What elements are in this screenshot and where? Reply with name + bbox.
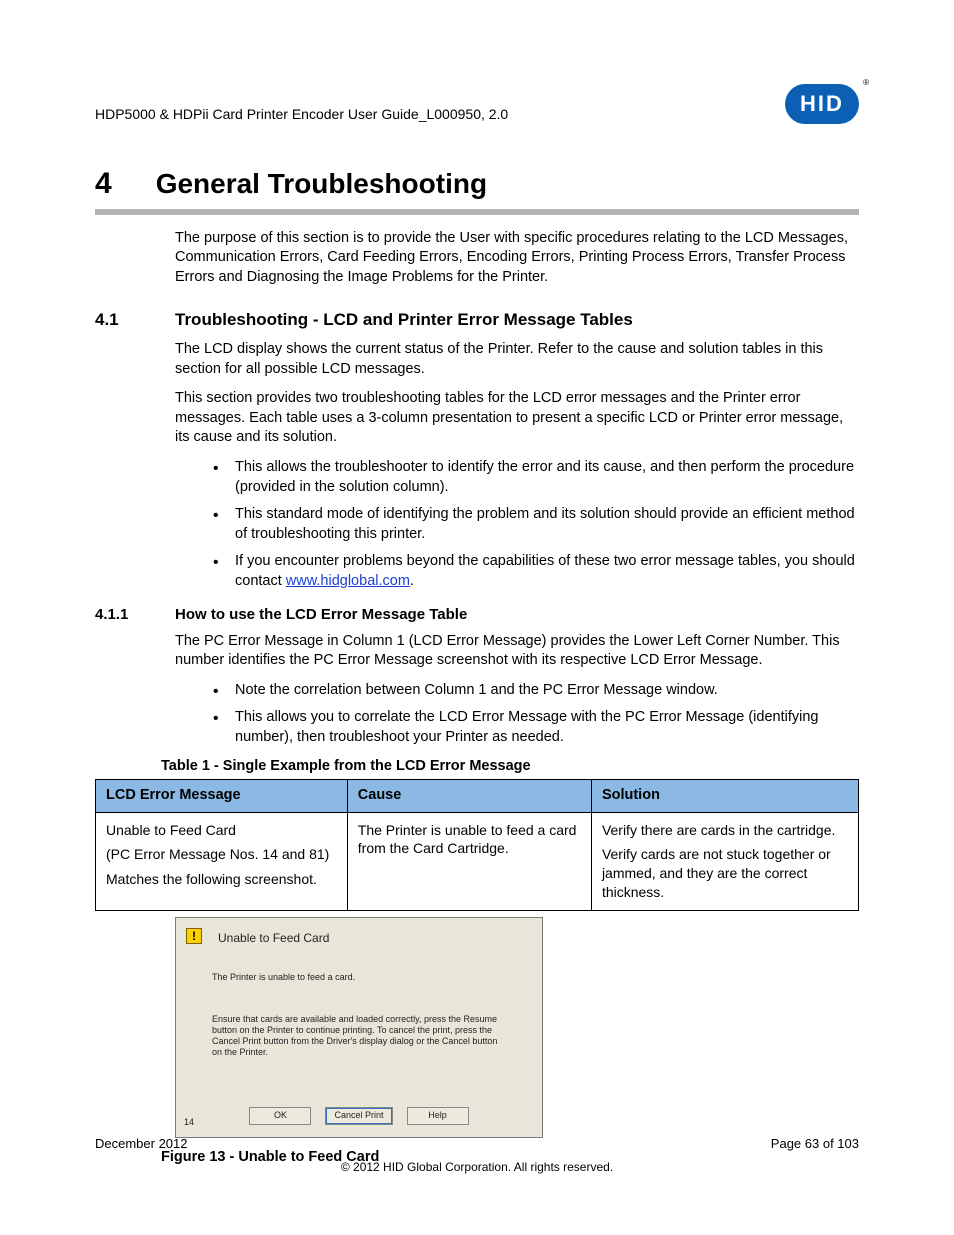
bullet-item: This allows the troubleshooter to identi… [213, 458, 859, 497]
doc-title: HDP5000 & HDPii Card Printer Encoder Use… [95, 105, 508, 124]
page-footer: December 2012 Page 63 of 103 © 2012 HID … [95, 1135, 859, 1175]
bullet-item: This allows you to correlate the LCD Err… [213, 708, 859, 747]
chapter-intro-text: The purpose of this section is to provid… [175, 229, 859, 288]
subsection-number: 4.1.1 [95, 605, 151, 625]
page-content: HDP5000 & HDPii Card Printer Encoder Use… [0, 0, 954, 1207]
error-dialog: ! Unable to Feed Card The Printer is una… [175, 917, 543, 1137]
chapter-number: 4 [95, 164, 112, 205]
solution-line1: Verify there are cards in the cartridge. [602, 821, 848, 840]
table-header-row: LCD Error Message Cause Solution [96, 779, 859, 812]
dialog-message-2: Ensure that cards are available and load… [212, 1014, 506, 1059]
contact-link[interactable]: www.hidglobal.com [286, 573, 410, 589]
lcd-line2: (PC Error Message Nos. 14 and 81) [106, 845, 337, 864]
footer-copyright: © 2012 HID Global Corporation. All right… [95, 1159, 859, 1175]
th-cause: Cause [347, 779, 591, 812]
th-lcd: LCD Error Message [96, 779, 348, 812]
section-title: Troubleshooting - LCD and Printer Error … [175, 309, 633, 332]
ok-button[interactable]: OK [249, 1107, 311, 1125]
section-number: 4.1 [95, 309, 143, 332]
solution-line2: Verify cards are not stuck together or j… [602, 845, 848, 902]
logo-wrap: HID ® [785, 84, 859, 124]
subsection-title: How to use the LCD Error Message Table [175, 605, 467, 625]
table-1-caption: Table 1 - Single Example from the LCD Er… [161, 757, 859, 777]
dialog-button-row: OK Cancel Print Help [176, 1107, 542, 1127]
cell-solution: Verify there are cards in the cartridge.… [591, 812, 858, 911]
dialog-header: ! Unable to Feed Card [176, 918, 542, 950]
section-4-1-1-bullets: Note the correlation between Column 1 an… [213, 681, 859, 748]
hid-logo: HID [785, 84, 859, 124]
bullet-text-post: . [410, 573, 414, 589]
error-message-table: LCD Error Message Cause Solution Unable … [95, 779, 859, 911]
section-4-1-1-body: The PC Error Message in Column 1 (LCD Er… [175, 632, 859, 748]
section-4-1-body: The LCD display shows the current status… [175, 340, 859, 591]
dialog-title: Unable to Feed Card [218, 930, 329, 946]
chapter-intro-block: The purpose of this section is to provid… [175, 229, 859, 288]
section-4-1-heading: 4.1 Troubleshooting - LCD and Printer Er… [95, 309, 859, 332]
warning-icon: ! [186, 928, 202, 944]
bullet-item: Note the correlation between Column 1 an… [213, 681, 859, 701]
chapter-heading: 4 General Troubleshooting [95, 164, 859, 205]
page-header: HDP5000 & HDPii Card Printer Encoder Use… [95, 84, 859, 124]
cancel-print-button[interactable]: Cancel Print [325, 1107, 392, 1125]
help-button[interactable]: Help [407, 1107, 469, 1125]
dialog-message-1: The Printer is unable to feed a card. [212, 972, 506, 983]
footer-page: Page 63 of 103 [771, 1135, 859, 1153]
cell-lcd: Unable to Feed Card (PC Error Message No… [96, 812, 348, 911]
footer-date: December 2012 [95, 1135, 188, 1153]
section-4-1-p2: This section provides two troubleshootin… [175, 389, 859, 448]
dialog-body: The Printer is unable to feed a card. En… [176, 972, 542, 1058]
section-4-1-p1: The LCD display shows the current status… [175, 340, 859, 379]
bullet-item: This standard mode of identifying the pr… [213, 505, 859, 544]
table-row: Unable to Feed Card (PC Error Message No… [96, 812, 859, 911]
section-4-1-1-heading: 4.1.1 How to use the LCD Error Message T… [95, 605, 859, 625]
section-4-1-1-p1: The PC Error Message in Column 1 (LCD Er… [175, 632, 859, 671]
lcd-line3: Matches the following screenshot. [106, 870, 337, 889]
bullet-item: If you encounter problems beyond the cap… [213, 552, 859, 591]
cell-cause: The Printer is unable to feed a card fro… [347, 812, 591, 911]
section-4-1-bullets: This allows the troubleshooter to identi… [213, 458, 859, 591]
heading-rule [95, 209, 859, 215]
registered-mark: ® [863, 78, 869, 89]
th-solution: Solution [591, 779, 858, 812]
lcd-line1: Unable to Feed Card [106, 821, 337, 840]
chapter-title: General Troubleshooting [156, 165, 487, 203]
dialog-error-number: 14 [184, 1116, 194, 1128]
footer-row: December 2012 Page 63 of 103 [95, 1135, 859, 1153]
